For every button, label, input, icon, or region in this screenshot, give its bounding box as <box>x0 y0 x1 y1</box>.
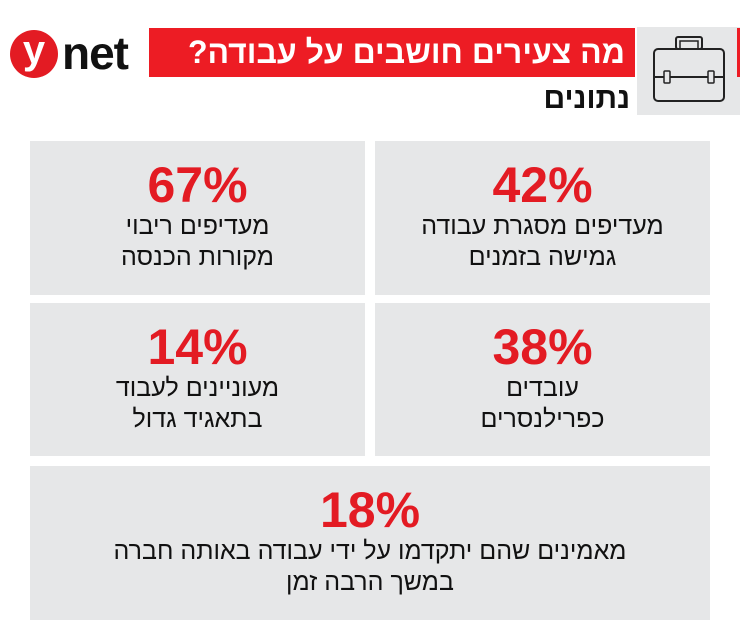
stat-desc: כפרילנסרים <box>480 405 605 433</box>
stat-desc: מעדיפים מסגרת עבודה <box>421 212 664 240</box>
briefcase-icon <box>653 36 725 102</box>
stat-desc: במשך הרבה זמן <box>286 568 454 596</box>
ynet-logo-circle: y <box>10 30 58 78</box>
stat-desc: מקורות הכנסה <box>121 243 274 271</box>
stat-desc: עובדים <box>506 374 579 402</box>
stat-value: 42% <box>492 157 593 213</box>
stat-value: 18% <box>319 482 421 538</box>
stat-card: 67% מעדיפים ריבוי מקורות הכנסה <box>30 141 365 295</box>
stat-value: 38% <box>492 319 593 375</box>
icon-box <box>637 27 740 115</box>
ynet-logo-text: net <box>62 27 129 79</box>
stat-desc: מעדיפים ריבוי <box>125 212 270 240</box>
stat-value: 14% <box>147 319 248 375</box>
page-title: מה צעירים חושבים על עבודה? <box>149 28 635 77</box>
stat-card: 14% מעוניינים לעבוד בתאגיד גדול <box>30 303 365 456</box>
stat-desc: בתאגיד גדול <box>132 405 263 433</box>
accent-strip <box>737 28 740 77</box>
stat-card-wide: 18% מאמינים שהם יתקדמו על ידי עבודה באות… <box>30 466 710 620</box>
stat-card: 38% עובדים כפרילנסרים <box>375 303 710 456</box>
stat-value: 67% <box>147 157 248 213</box>
stat-card: 42% מעדיפים מסגרת עבודה גמישה בזמנים <box>375 141 710 295</box>
stat-desc: גמישה בזמנים <box>468 243 617 271</box>
page-subtitle: נתונים <box>543 82 630 115</box>
stat-desc: מאמינים שהם יתקדמו על ידי עבודה באותה חב… <box>113 537 627 565</box>
stat-desc: מעוניינים לעבוד <box>115 374 280 402</box>
